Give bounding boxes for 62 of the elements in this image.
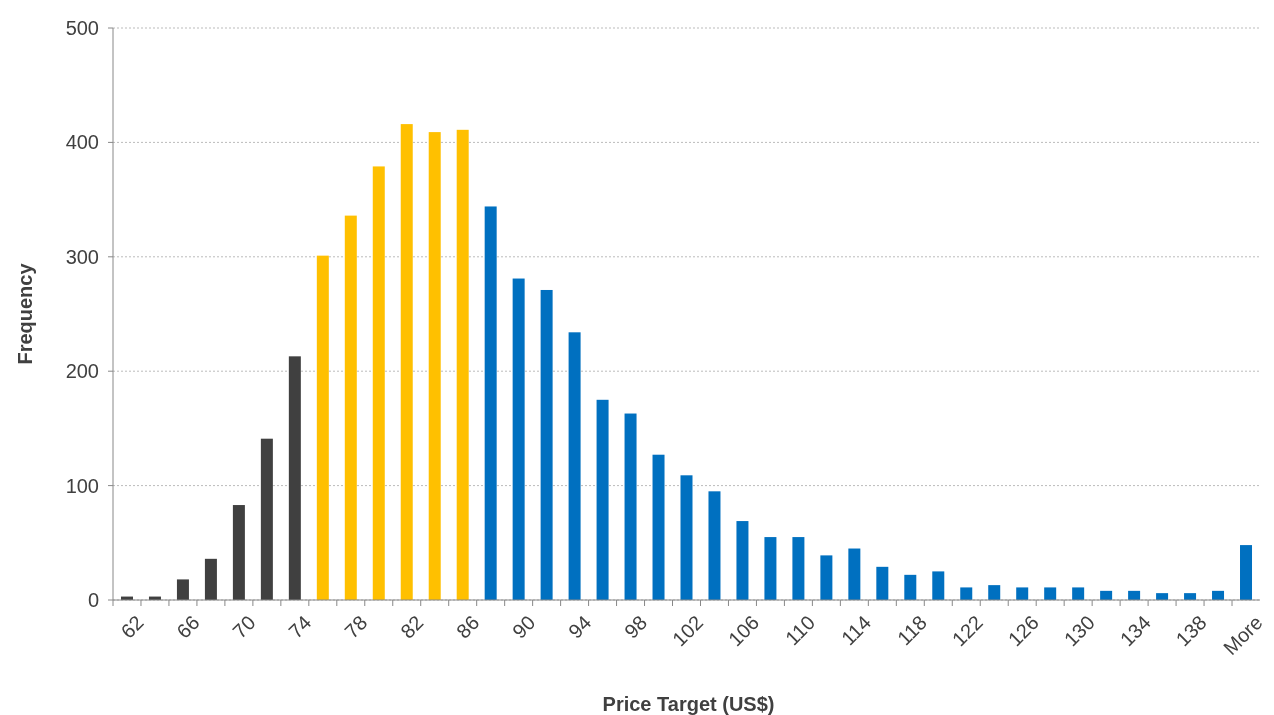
bar (932, 571, 945, 600)
bar (372, 166, 385, 600)
bar (876, 566, 889, 600)
y-axis-title: Frequency (14, 262, 36, 365)
x-tick-label: 122 (947, 611, 987, 651)
bar (848, 548, 861, 600)
bar (232, 505, 245, 600)
y-tick-label: 300 (65, 245, 99, 268)
bar (512, 278, 525, 600)
bar (708, 491, 721, 600)
bar (624, 413, 637, 600)
y-tick-label: 500 (65, 17, 99, 39)
bar (288, 356, 301, 600)
bar (260, 438, 273, 600)
bar (736, 521, 749, 600)
x-tick-label: 74 (284, 611, 316, 643)
bar (960, 587, 973, 600)
y-tick-label: 0 (87, 589, 99, 611)
x-tick-label: 134 (1115, 611, 1155, 651)
bar (988, 585, 1001, 600)
x-tick-label: 118 (892, 611, 932, 650)
bar (176, 579, 189, 600)
bar (680, 475, 693, 600)
bar (596, 399, 609, 600)
x-tick-label: 62 (116, 611, 148, 643)
x-axis-title: Price Target (US$) (602, 693, 775, 715)
x-tick-label: 86 (452, 611, 484, 643)
x-tick-label: 114 (836, 611, 876, 650)
bar (400, 124, 413, 600)
bar (764, 537, 777, 600)
x-tick-label: 110 (781, 611, 820, 650)
x-tick-label: 138 (1171, 611, 1211, 651)
bar (204, 558, 217, 600)
x-tick-label: 90 (508, 611, 540, 643)
x-tick-label: 70 (228, 611, 260, 643)
bar (540, 289, 553, 600)
x-tick-label: 106 (724, 611, 764, 651)
bar (820, 555, 833, 600)
x-tick-label: 130 (1059, 611, 1099, 651)
x-tick-label: 102 (668, 611, 708, 651)
bar (1016, 587, 1029, 600)
bar (316, 255, 329, 600)
x-tick-label: 66 (172, 611, 204, 643)
bar (1240, 545, 1253, 600)
bar (344, 215, 357, 600)
y-tick-label: 200 (65, 360, 99, 383)
bar (1072, 587, 1085, 600)
bar (652, 454, 665, 600)
bar (568, 332, 581, 600)
x-tick-label: 126 (1003, 611, 1043, 651)
x-tick-label: 94 (564, 611, 596, 643)
x-tick-label: 98 (619, 611, 652, 643)
bar (1044, 587, 1057, 600)
x-tick-label: 82 (396, 611, 428, 643)
x-tick-label: 78 (340, 611, 372, 643)
bar (428, 132, 441, 600)
bar (792, 537, 805, 600)
bar (904, 574, 917, 600)
y-tick-label: 400 (65, 131, 99, 154)
bar (484, 206, 497, 600)
bar (456, 129, 469, 600)
y-tick-label: 100 (65, 474, 99, 497)
